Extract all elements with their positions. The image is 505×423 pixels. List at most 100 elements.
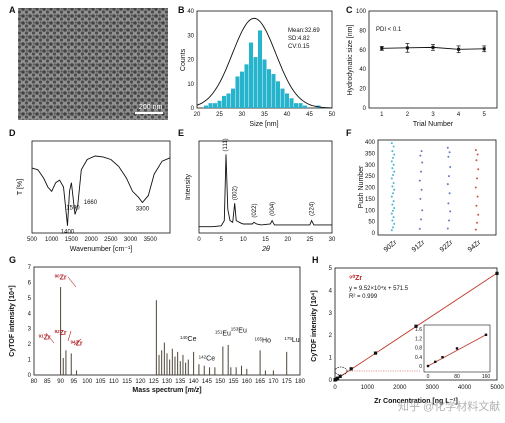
x-tick-label: 5 bbox=[219, 237, 223, 243]
y-tick-label: 0 bbox=[28, 373, 32, 379]
y-tick-label: 100 bbox=[365, 208, 376, 214]
y-axis-label: Hydrodynatic size [nm] bbox=[347, 25, 354, 96]
y-tick-label: 200 bbox=[365, 186, 376, 192]
stat-sd: SD:4.82 bbox=[288, 36, 310, 42]
histogram-bar bbox=[235, 76, 240, 108]
y-tick-label: 0 bbox=[329, 378, 333, 384]
panel-label-g: G bbox=[9, 255, 16, 265]
inset-x-tick-labels: 0 80 160 bbox=[427, 374, 491, 380]
x-tick-label: 1 bbox=[380, 112, 384, 118]
y-tick-label: 100 bbox=[356, 9, 367, 15]
inset-fit-line bbox=[427, 334, 487, 367]
histogram-bar bbox=[262, 59, 267, 108]
x-tick-label: 130 bbox=[162, 379, 173, 385]
x-axis-label: 2θ bbox=[261, 246, 270, 253]
histogram-bar bbox=[253, 57, 258, 108]
y-axis-label: CyTOF intensity [10⁴] bbox=[9, 285, 16, 356]
histogram-bar bbox=[257, 30, 263, 108]
x-tick-labels: 80 85 90 95 100 105 110 115 120 125 130 135 140 145 15… bbox=[31, 379, 306, 385]
scatter-point bbox=[392, 216, 395, 219]
scatter-point bbox=[476, 195, 479, 198]
scatter-point bbox=[392, 209, 394, 212]
histogram-bar bbox=[293, 103, 299, 108]
panel-f-scatter: 90Zr 91Zr 92Zr 94Zr 0 50 100 150 200 250 300 350 40… bbox=[358, 139, 497, 254]
scatter-point bbox=[390, 212, 393, 215]
inset-point bbox=[484, 333, 488, 336]
peak-label: 1400 bbox=[61, 230, 75, 236]
x-tick-label: 15 bbox=[262, 237, 269, 243]
isotope-label: 165Ho bbox=[255, 337, 272, 345]
x-tick-label: 3000 bbox=[124, 237, 138, 243]
scatter-point bbox=[391, 185, 394, 188]
y-tick-label: 60 bbox=[359, 48, 366, 54]
x-tick-label: 160 bbox=[242, 379, 253, 385]
x-tick-labels: 0 5 10 15 20 25 30 bbox=[197, 237, 336, 243]
histogram-bar bbox=[203, 105, 209, 108]
scatter-point bbox=[477, 168, 480, 171]
scale-bar-label: 200 nm bbox=[139, 104, 163, 111]
histogram-bar bbox=[289, 98, 294, 108]
histogram-bar bbox=[217, 100, 222, 108]
scatter-point bbox=[447, 155, 450, 158]
x-tick-label: 3000 bbox=[426, 385, 440, 391]
x-tick-label: 90 bbox=[57, 379, 64, 385]
y-tick-label: 1 bbox=[329, 356, 333, 362]
fit-r2: R² = 0.999 bbox=[349, 294, 378, 300]
x-tick-label: 170 bbox=[268, 379, 279, 385]
scatter-point bbox=[449, 166, 452, 169]
x-tick-label: 100 bbox=[82, 379, 93, 385]
scatter-point bbox=[392, 145, 395, 148]
scatter-point bbox=[476, 221, 478, 224]
inset-y-tick-label: 0 bbox=[419, 364, 422, 370]
x-tick-label: 91Zr bbox=[411, 239, 427, 254]
x-tick-label: 1000 bbox=[361, 385, 375, 391]
histogram-bar bbox=[298, 103, 303, 108]
panel-c-line: PDI < 0.1 1 2 3 4 5 0 20 40 60 80 100 Trial Numbe… bbox=[347, 9, 498, 128]
scatter-point bbox=[392, 200, 395, 203]
x-tick-label: 50 bbox=[329, 112, 336, 118]
scatter-point bbox=[474, 228, 477, 231]
xrd-pattern-line bbox=[199, 154, 332, 228]
scatter-point bbox=[420, 170, 422, 173]
scatter-point bbox=[476, 153, 479, 156]
zoom-region bbox=[334, 366, 348, 376]
x-tick-label: 2000 bbox=[84, 237, 98, 243]
y-tick-label: 0 bbox=[191, 106, 195, 112]
y-tick-label: 5 bbox=[28, 296, 32, 302]
x-axis-label: Mass spectrum [m/z] bbox=[132, 387, 201, 394]
scatter-point bbox=[393, 188, 396, 191]
stat-mean: Mean:32.69 bbox=[288, 28, 320, 34]
peak-label: 1590 bbox=[66, 206, 80, 212]
histogram-bars bbox=[203, 30, 321, 108]
scatter-point bbox=[393, 170, 396, 173]
panel-d-ftir: 500 1000 1500 2000 2500 3000 3500 1400 1590 1660… bbox=[17, 140, 171, 253]
x-tick-label: 180 bbox=[295, 379, 306, 385]
x-tick-label: 45 bbox=[306, 112, 313, 118]
scatter-point bbox=[419, 154, 422, 157]
panel-label-c: C bbox=[346, 5, 353, 15]
panel-label-h: H bbox=[312, 255, 319, 265]
x-axis-label: Zr Concentration [ng L⁻¹] bbox=[374, 398, 458, 405]
y-tick-label: 400 bbox=[365, 140, 376, 146]
isotope-label: 90Zr bbox=[55, 273, 67, 281]
inset-x-tick-label: 0 bbox=[427, 374, 430, 380]
mass-peaks bbox=[60, 287, 288, 375]
y-tick-labels: 0 1 2 3 4 5 6 7 bbox=[28, 265, 32, 379]
scatter-point bbox=[418, 227, 421, 230]
tem-image: 200 nm bbox=[18, 8, 168, 120]
y-axis-label: T [%] bbox=[17, 179, 24, 195]
y-tick-label: 30 bbox=[187, 33, 194, 39]
x-tick-label: 2000 bbox=[393, 385, 407, 391]
data-point bbox=[431, 45, 435, 49]
scatter-point bbox=[391, 203, 394, 206]
y-tick-label: 20 bbox=[187, 58, 194, 64]
inset-y-tick-label: 1.2 bbox=[415, 336, 422, 342]
scatter-point bbox=[392, 173, 394, 176]
x-tick-label: 2500 bbox=[104, 237, 118, 243]
scatter-point bbox=[420, 150, 423, 153]
scatter-point bbox=[390, 142, 393, 145]
peak-label: (004) bbox=[270, 202, 276, 216]
calibration-point bbox=[349, 367, 353, 371]
panel-label-a: A bbox=[9, 5, 16, 15]
